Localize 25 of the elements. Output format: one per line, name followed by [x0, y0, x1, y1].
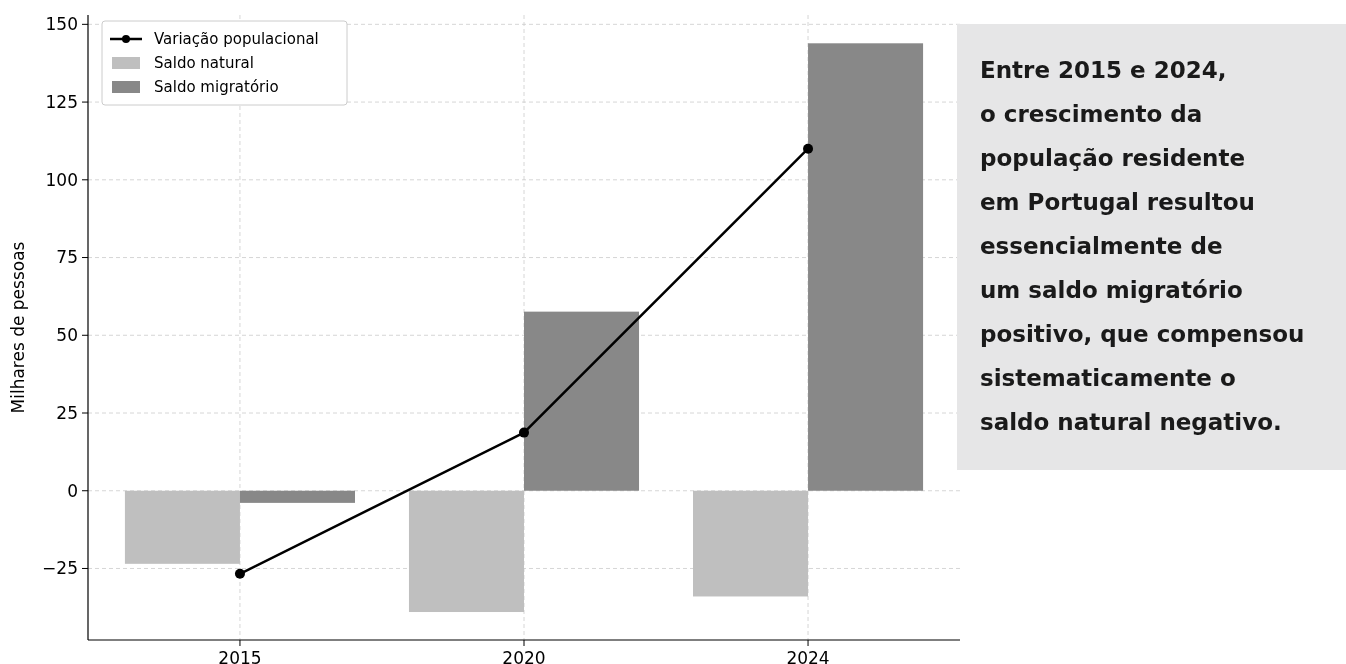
- y-tick-label: 75: [56, 247, 78, 268]
- x-tick-label: 2015: [218, 648, 262, 664]
- y-tick-label: 100: [45, 169, 78, 190]
- x-tick-label: 2020: [502, 648, 546, 664]
- bar: [524, 311, 640, 491]
- y-tick-label: 0: [67, 480, 78, 501]
- y-axis-title: Milhares de pessoas: [8, 241, 28, 414]
- y-tick-label: 25: [56, 402, 78, 423]
- y-tick-label: 150: [45, 14, 78, 35]
- bar: [693, 490, 809, 597]
- bar: [239, 490, 355, 503]
- point: [519, 427, 529, 438]
- legend-label: Saldo migratório: [154, 78, 279, 97]
- y-tick-label: −25: [42, 558, 78, 579]
- legend-label: Saldo natural: [154, 54, 254, 73]
- x-tick-label: 2024: [786, 648, 830, 664]
- point: [803, 143, 814, 154]
- bar: [124, 490, 240, 564]
- legend-label: Variação populacional: [154, 30, 319, 49]
- y-tick-label: 125: [45, 92, 78, 113]
- bar: [808, 43, 924, 491]
- point: [234, 568, 245, 579]
- bar: [408, 490, 524, 613]
- text: Entre 2015 e 2024, o crescimento da população residente em Portugal resultou essencialmente de um saldo migratório positivo, que compensou sistematicamente o saldo natural negativo.: [980, 57, 1305, 435]
- y-tick-label: 50: [56, 325, 78, 346]
